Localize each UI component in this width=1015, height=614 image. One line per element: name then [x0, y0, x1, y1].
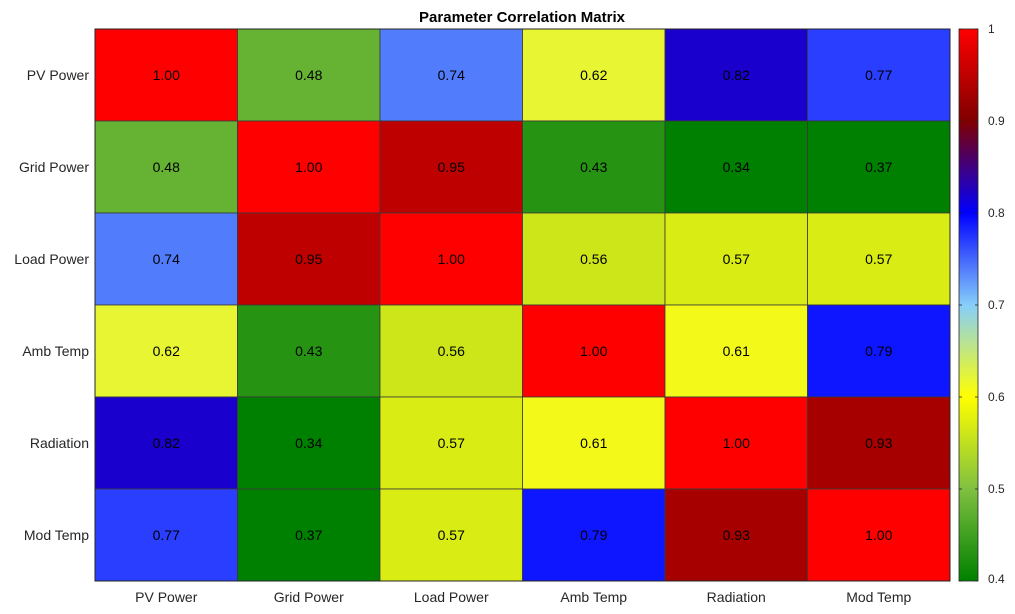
- y-tick-label: Amb Temp: [22, 343, 89, 359]
- heatmap-cell: [522, 488, 666, 582]
- cell-value-label: 0.95: [295, 251, 322, 267]
- x-tick-label: Grid Power: [274, 589, 344, 605]
- cell-value-label: 0.48: [295, 67, 322, 83]
- heatmap-cell: [94, 212, 238, 306]
- heatmap-cell: [664, 488, 808, 582]
- cell-value-label: 0.77: [153, 527, 180, 543]
- heatmap-cell: [807, 488, 951, 582]
- cell-value-label: 0.43: [580, 159, 607, 175]
- heatmap-cell: [522, 304, 666, 398]
- cell-value-label: 0.57: [438, 527, 465, 543]
- colorbar-tick-label: 1: [988, 22, 995, 36]
- cell-value-label: 0.37: [865, 159, 892, 175]
- heatmap-cell: [237, 120, 381, 214]
- cell-value-label: 0.61: [580, 435, 607, 451]
- colorbar-tick-label: 0.6: [988, 390, 1005, 404]
- cell-value-label: 0.37: [295, 527, 322, 543]
- cell-value-label: 0.34: [295, 435, 322, 451]
- plot-frame: [94, 28, 951, 582]
- cell-value-label: 0.61: [723, 343, 750, 359]
- cell-value-label: 0.43: [295, 343, 322, 359]
- y-tick-label: PV Power: [27, 67, 90, 83]
- cell-value-label: 1.00: [438, 251, 465, 267]
- heatmap-cell: [379, 396, 523, 490]
- heatmap-cell: [237, 212, 381, 306]
- heatmap-cell: [522, 28, 666, 122]
- heatmap-cell: [522, 396, 666, 490]
- cell-value-label: 0.93: [865, 435, 892, 451]
- heatmap-cell: [807, 28, 951, 122]
- colorbar-tick-label: 0.8: [988, 206, 1005, 220]
- heatmap-cell: [664, 212, 808, 306]
- y-tick-label: Load Power: [14, 251, 89, 267]
- y-tick-labels: PV Power Grid Power Load Power Amb Temp Radi…: [14, 67, 89, 543]
- cell-value-label: 0.48: [153, 159, 180, 175]
- cell-value-label: 0.82: [153, 435, 180, 451]
- heatmap-cell: [379, 212, 523, 306]
- cell-value-label: 0.62: [580, 67, 607, 83]
- heatmap-cell: [94, 304, 238, 398]
- y-tick-label: Mod Temp: [24, 527, 89, 543]
- cell-value-label: 0.74: [153, 251, 180, 267]
- heatmap-cell: [237, 304, 381, 398]
- heatmap-cell: [237, 28, 381, 122]
- cell-value-label: 0.62: [153, 343, 180, 359]
- heatmap-cell: [94, 28, 238, 122]
- colorbar-tick-label: 0.5: [988, 482, 1005, 496]
- cell-value-label: 0.79: [865, 343, 892, 359]
- chart-title: Parameter Correlation Matrix: [419, 9, 626, 26]
- heatmap-cell: [664, 396, 808, 490]
- x-tick-label: PV Power: [135, 589, 198, 605]
- cell-value-label: 1.00: [295, 159, 322, 175]
- cell-value-label: 0.93: [723, 527, 750, 543]
- heatmap-cell: [379, 304, 523, 398]
- cell-value-label: 0.57: [438, 435, 465, 451]
- y-tick-label: Radiation: [30, 435, 89, 451]
- colorbar: 0.4 0.5 0.6 0.7 0.8 0.9 1: [958, 22, 1005, 586]
- colorbar-tick-label: 0.7: [988, 298, 1005, 312]
- heatmap-cell: [664, 304, 808, 398]
- heatmap-cell: [522, 212, 666, 306]
- cell-value-label: 1.00: [153, 67, 180, 83]
- heatmap-cell: [94, 396, 238, 490]
- cell-value-label: 1.00: [580, 343, 607, 359]
- cell-value-label: 0.77: [865, 67, 892, 83]
- cell-value-label: 0.79: [580, 527, 607, 543]
- y-tick-label: Grid Power: [19, 159, 89, 175]
- cell-value-label: 0.56: [438, 343, 465, 359]
- cell-value-label: 1.00: [723, 435, 750, 451]
- x-tick-label: Mod Temp: [846, 589, 911, 605]
- x-tick-label: Amb Temp: [560, 589, 627, 605]
- cell-value-label: 0.34: [723, 159, 750, 175]
- cell-value-label: 1.00: [865, 527, 892, 543]
- cell-value-label: 0.82: [723, 67, 750, 83]
- cell-value-label: 0.95: [438, 159, 465, 175]
- x-tick-label: Load Power: [414, 589, 489, 605]
- cell-value-label: 0.57: [723, 251, 750, 267]
- cell-value-label: 0.57: [865, 251, 892, 267]
- heatmap-cell: [94, 488, 238, 582]
- x-tick-label: Radiation: [707, 589, 766, 605]
- heatmap-cell: [807, 212, 951, 306]
- colorbar-tick-label: 0.9: [988, 114, 1005, 128]
- heatmap-cell: [664, 28, 808, 122]
- heatmap-cells: 1.00 0.48 0.74 0.62 0.82 0.77 0.48 1.00 0.95 0.43…: [94, 28, 951, 582]
- cell-value-label: 0.56: [580, 251, 607, 267]
- cell-value-label: 0.74: [438, 67, 465, 83]
- heatmap-cell: [807, 120, 951, 214]
- x-tick-labels: PV Power Grid Power Load Power Amb Temp Radi…: [135, 589, 911, 605]
- colorbar-tick-label: 0.4: [988, 572, 1005, 586]
- heatmap-cell: [522, 120, 666, 214]
